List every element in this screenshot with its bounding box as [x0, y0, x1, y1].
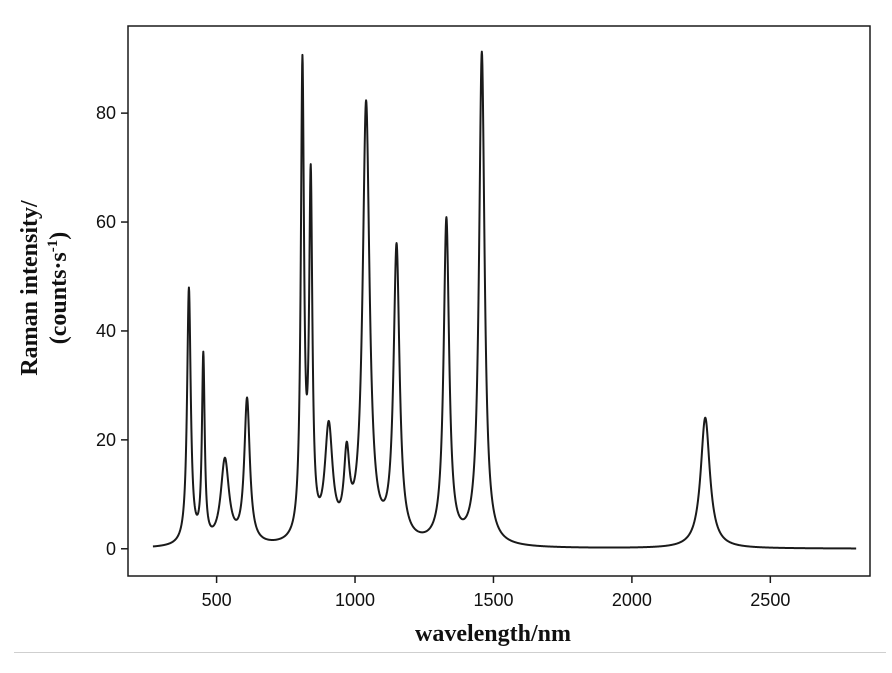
y-axis-title-superscript: -1 — [45, 240, 61, 253]
y-axis-title-close: ) — [46, 232, 72, 240]
x-tick-label: 1000 — [335, 590, 375, 610]
spectrum-line — [152, 50, 857, 550]
y-tick-label: 0 — [106, 539, 116, 559]
bottom-divider — [14, 652, 886, 653]
y-tick-label: 40 — [96, 321, 116, 341]
x-tick-label: 500 — [202, 590, 232, 610]
y-tick-label: 80 — [96, 103, 116, 123]
x-axis-title: wavelength/nm — [415, 621, 571, 647]
y-tick-label: 20 — [96, 430, 116, 450]
x-tick-label: 2500 — [750, 590, 790, 610]
y-axis-ticks: 0 20 40 60 80 — [96, 103, 128, 559]
x-tick-label: 2000 — [612, 590, 652, 610]
y-axis-title-line1: Raman intensity/ — [17, 200, 43, 376]
y-tick-label: 60 — [96, 212, 116, 232]
y-axis-title: Raman intensity/ (counts·s-1) — [17, 200, 72, 376]
y-axis-title-unit: (counts·s — [46, 252, 72, 344]
x-axis-ticks: 500 1000 1500 2000 2500 — [202, 576, 790, 610]
x-tick-label: 1500 — [473, 590, 513, 610]
plot-frame — [127, 25, 871, 577]
y-axis-title-line2: (counts·s-1) — [45, 232, 72, 345]
